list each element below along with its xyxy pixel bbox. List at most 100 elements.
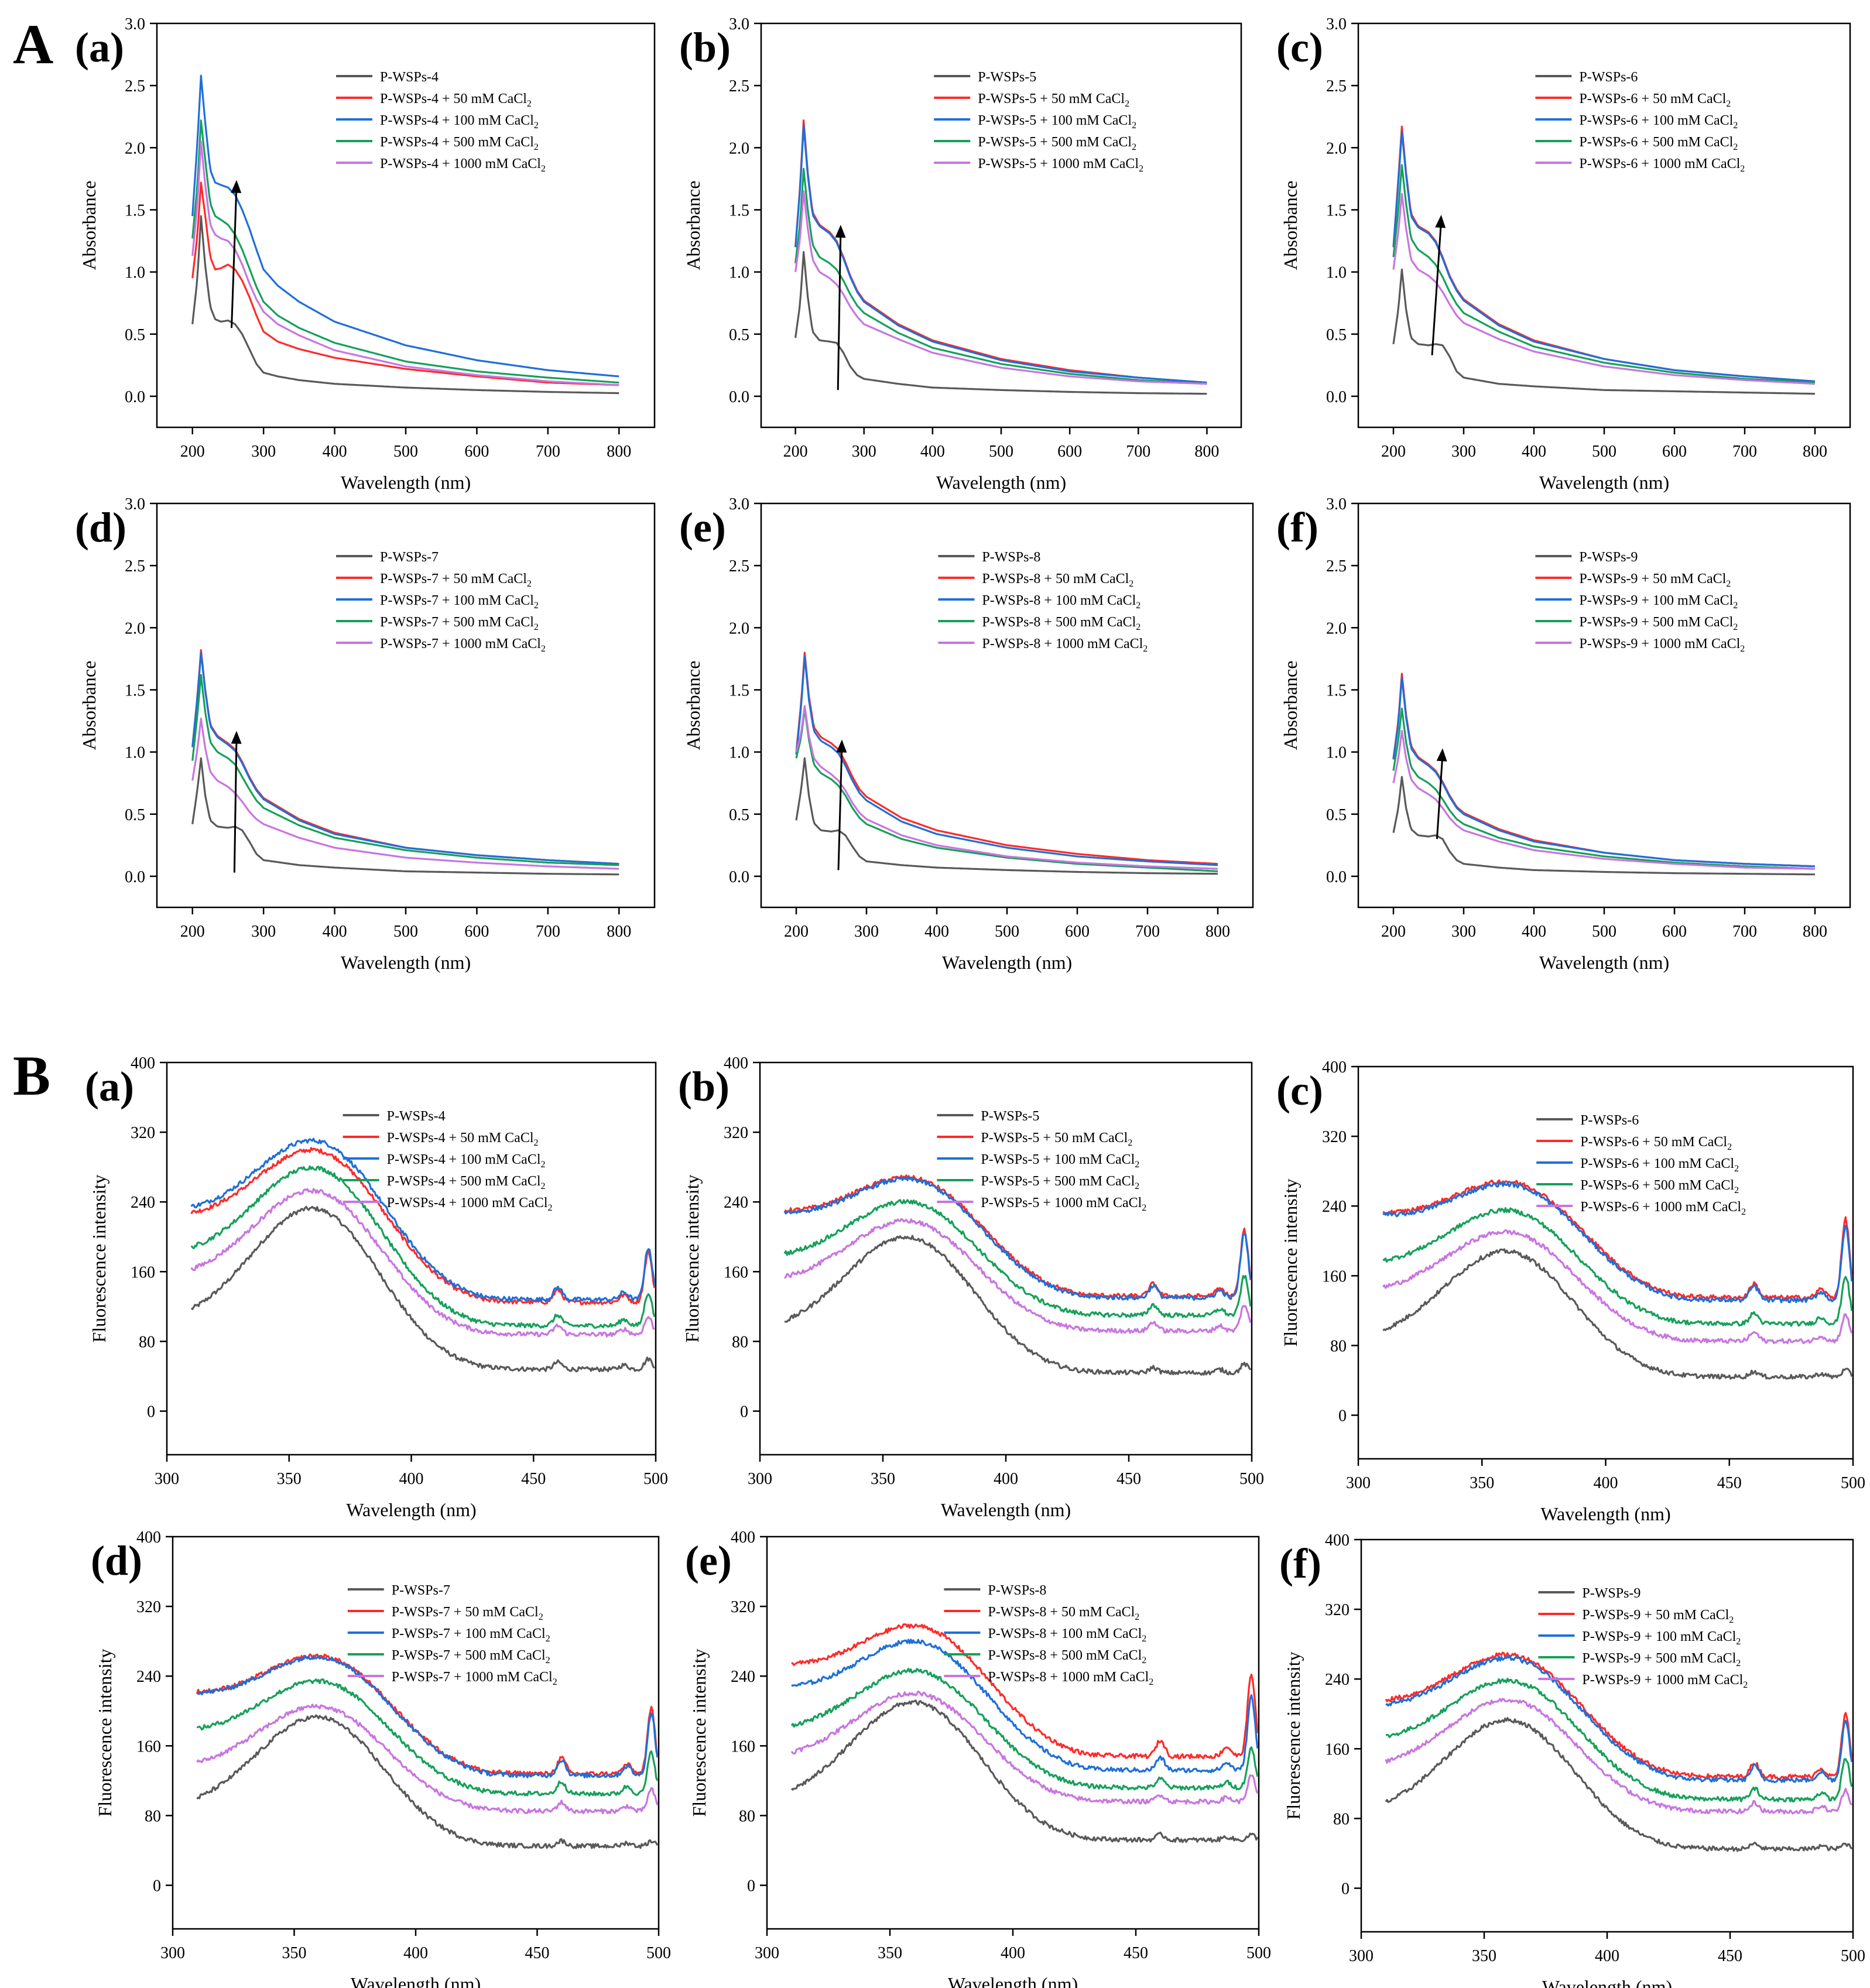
y-tick-label: 0.5 — [125, 326, 145, 344]
legend-entry: P-WSPs-8 + 50 mM CaCl2 — [982, 571, 1133, 589]
legend-entry: P-WSPs-4 + 50 mM CaCl2 — [380, 91, 532, 109]
legend-entry: P-WSPs-5 — [981, 1109, 1039, 1124]
y-tick-label: 3.0 — [125, 495, 145, 513]
x-tick-label: 300 — [748, 1470, 772, 1488]
legend-entry: P-WSPs-7 + 50 mM CaCl2 — [380, 571, 532, 589]
series-line-3 — [790, 1668, 1259, 1791]
chart-panel-b-a: (a) 300 350 400 450 500 0 80 160 240 320 400 Wavelen… — [85, 1054, 668, 1520]
y-tick-label: 240 — [1322, 1198, 1347, 1216]
panel-label: (d) — [75, 504, 126, 551]
x-axis-title: Wavelength (nm) — [1539, 472, 1669, 493]
x-tick-label: 600 — [464, 443, 489, 461]
x-tick-label: 700 — [536, 923, 560, 941]
legend-entry: P-WSPs-5 + 1000 mM CaCl2 — [978, 156, 1143, 174]
x-tick-label: 400 — [924, 923, 949, 941]
y-tick-label: 3.0 — [729, 495, 749, 513]
y-tick-label: 0 — [1338, 1407, 1347, 1425]
x-tick-label: 500 — [989, 443, 1013, 461]
series-line-2 — [1385, 1655, 1853, 1783]
y-tick-label: 400 — [136, 1528, 161, 1547]
x-tick-label: 400 — [323, 923, 347, 941]
x-tick-label: 450 — [521, 1470, 546, 1488]
y-tick-label: 0.0 — [125, 388, 145, 406]
legend-entry: P-WSPs-6 — [1579, 70, 1638, 85]
panel-label: (e) — [679, 504, 726, 551]
legend-entry: P-WSPs-4 — [387, 1109, 446, 1124]
y-tick-label: 320 — [1322, 1128, 1347, 1146]
legend-entry: P-WSPs-7 + 1000 mM CaCl2 — [392, 1670, 557, 1687]
y-axis-title: Absorbance — [1280, 661, 1301, 750]
x-tick-label: 300 — [251, 923, 276, 941]
x-tick-label: 400 — [1594, 1474, 1618, 1492]
x-tick-label: 300 — [755, 1944, 779, 1962]
y-axis-title: Absorbance — [683, 181, 704, 270]
legend-entry: P-WSPs-6 + 100 mM CaCl2 — [1580, 1156, 1739, 1174]
legend-entry: P-WSPs-4 + 1000 mM CaCl2 — [380, 156, 546, 174]
legend-entry: P-WSPs-8 — [982, 550, 1040, 565]
series-line-3 — [1392, 164, 1816, 384]
series-line-0 — [191, 215, 619, 395]
series-line-2 — [1392, 676, 1815, 868]
y-tick-label: 240 — [731, 1668, 755, 1686]
y-tick-label: 0.5 — [729, 326, 749, 344]
legend-entry: P-WSPs-4 + 500 mM CaCl2 — [387, 1174, 546, 1191]
legend-entry: P-WSPs-9 + 100 mM CaCl2 — [1582, 1629, 1741, 1647]
y-tick-label: 160 — [724, 1263, 748, 1281]
series-line-2 — [791, 1639, 1259, 1774]
series-line-3 — [783, 1199, 1252, 1318]
x-tick-label: 800 — [607, 923, 631, 941]
legend-entry: P-WSPs-4 + 100 mM CaCl2 — [380, 113, 539, 131]
x-tick-label: 300 — [854, 923, 879, 941]
panel-label: (b) — [679, 24, 731, 71]
legend-entry: P-WSPs-7 — [380, 550, 439, 565]
y-axis-title: Fluorescence intensity — [681, 1174, 703, 1342]
legend-entry: P-WSPs-5 + 1000 mM CaCl2 — [981, 1195, 1146, 1213]
series-line-0 — [196, 1714, 659, 1849]
y-axis-title: Fluorescence intensity — [1283, 1651, 1304, 1819]
x-tick-label: 500 — [1592, 923, 1616, 941]
legend-entry: P-WSPs-9 — [1579, 550, 1638, 565]
y-axis-title: Absorbance — [78, 661, 100, 750]
legend-entry: P-WSPs-7 + 100 mM CaCl2 — [380, 593, 539, 611]
x-tick-label: 700 — [536, 443, 560, 461]
x-axis-title: Wavelength (nm) — [346, 1499, 476, 1520]
series-line-4 — [794, 190, 1207, 385]
legend-entry: P-WSPs-9 + 1000 mM CaCl2 — [1579, 636, 1745, 654]
y-tick-label: 0.5 — [125, 806, 145, 824]
x-tick-label: 500 — [1246, 1944, 1271, 1962]
x-tick-label: 400 — [323, 443, 347, 461]
y-tick-label: 0.0 — [125, 868, 145, 886]
y-tick-label: 2.5 — [729, 77, 749, 95]
panel-label: (f) — [1276, 504, 1318, 551]
x-tick-label: 500 — [646, 1944, 671, 1962]
chart-panel-a-a: (a) 200 300 400 500 600 700 800 0.0 0.5 1.0 1.5 2.0 2… — [75, 15, 656, 493]
x-axis-title: Wavelength (nm) — [948, 1973, 1078, 1988]
x-tick-label: 350 — [871, 1470, 895, 1488]
y-tick-label: 3.0 — [1326, 495, 1347, 513]
y-tick-label: 320 — [724, 1124, 748, 1142]
series-line-4 — [783, 1218, 1252, 1334]
x-tick-label: 450 — [1717, 1474, 1742, 1492]
series-line-0 — [794, 251, 1207, 395]
y-tick-label: 160 — [1325, 1740, 1350, 1759]
legend-entry: P-WSPs-6 + 50 mM CaCl2 — [1579, 91, 1731, 109]
legend-entry: P-WSPs-7 + 500 mM CaCl2 — [380, 615, 539, 632]
series-line-0 — [1382, 1248, 1853, 1380]
x-tick-label: 400 — [403, 1944, 428, 1962]
x-tick-label: 450 — [1718, 1947, 1742, 1965]
y-axis-title: Absorbance — [78, 181, 100, 270]
panel-label: (c) — [1276, 1067, 1323, 1114]
series-line-1 — [784, 1174, 1252, 1300]
y-tick-label: 0.0 — [1326, 388, 1347, 406]
legend-entry: P-WSPs-9 + 100 mM CaCl2 — [1579, 593, 1738, 611]
series-line-3 — [196, 1678, 659, 1797]
x-tick-label: 300 — [251, 443, 276, 461]
x-axis-title: Wavelength (nm) — [942, 952, 1072, 973]
y-tick-label: 160 — [136, 1737, 161, 1756]
chart-panel-a-e: (e) 200 300 400 500 600 700 800 0.0 0.5 1.0 1.5 2.0 2… — [679, 495, 1254, 973]
x-tick-label: 800 — [1205, 923, 1230, 941]
y-tick-label: 1.0 — [125, 744, 145, 762]
panel-label: (d) — [91, 1537, 142, 1584]
series-line-3 — [191, 119, 619, 384]
